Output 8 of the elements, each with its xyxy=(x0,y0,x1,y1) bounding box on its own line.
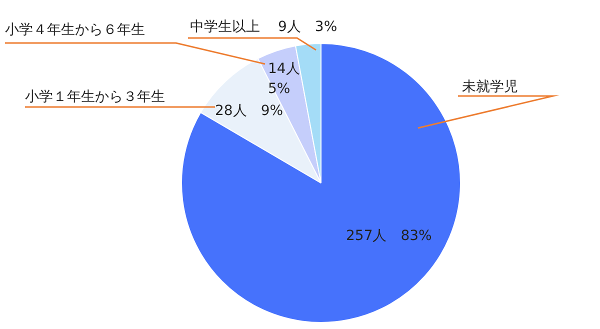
slice-label: 中学生以上 xyxy=(190,19,260,35)
data-label: 14人 5% xyxy=(268,61,300,97)
data-label: 257人 83% xyxy=(346,228,432,244)
data-label: 9人 3% xyxy=(278,19,338,35)
slice-label: 未就学児 xyxy=(462,79,518,95)
data-label: 28人 9% xyxy=(215,103,284,119)
slice-label: 小学１年生から３年生 xyxy=(25,89,165,105)
slice-label: 小学４年生から６年生 xyxy=(5,22,145,38)
